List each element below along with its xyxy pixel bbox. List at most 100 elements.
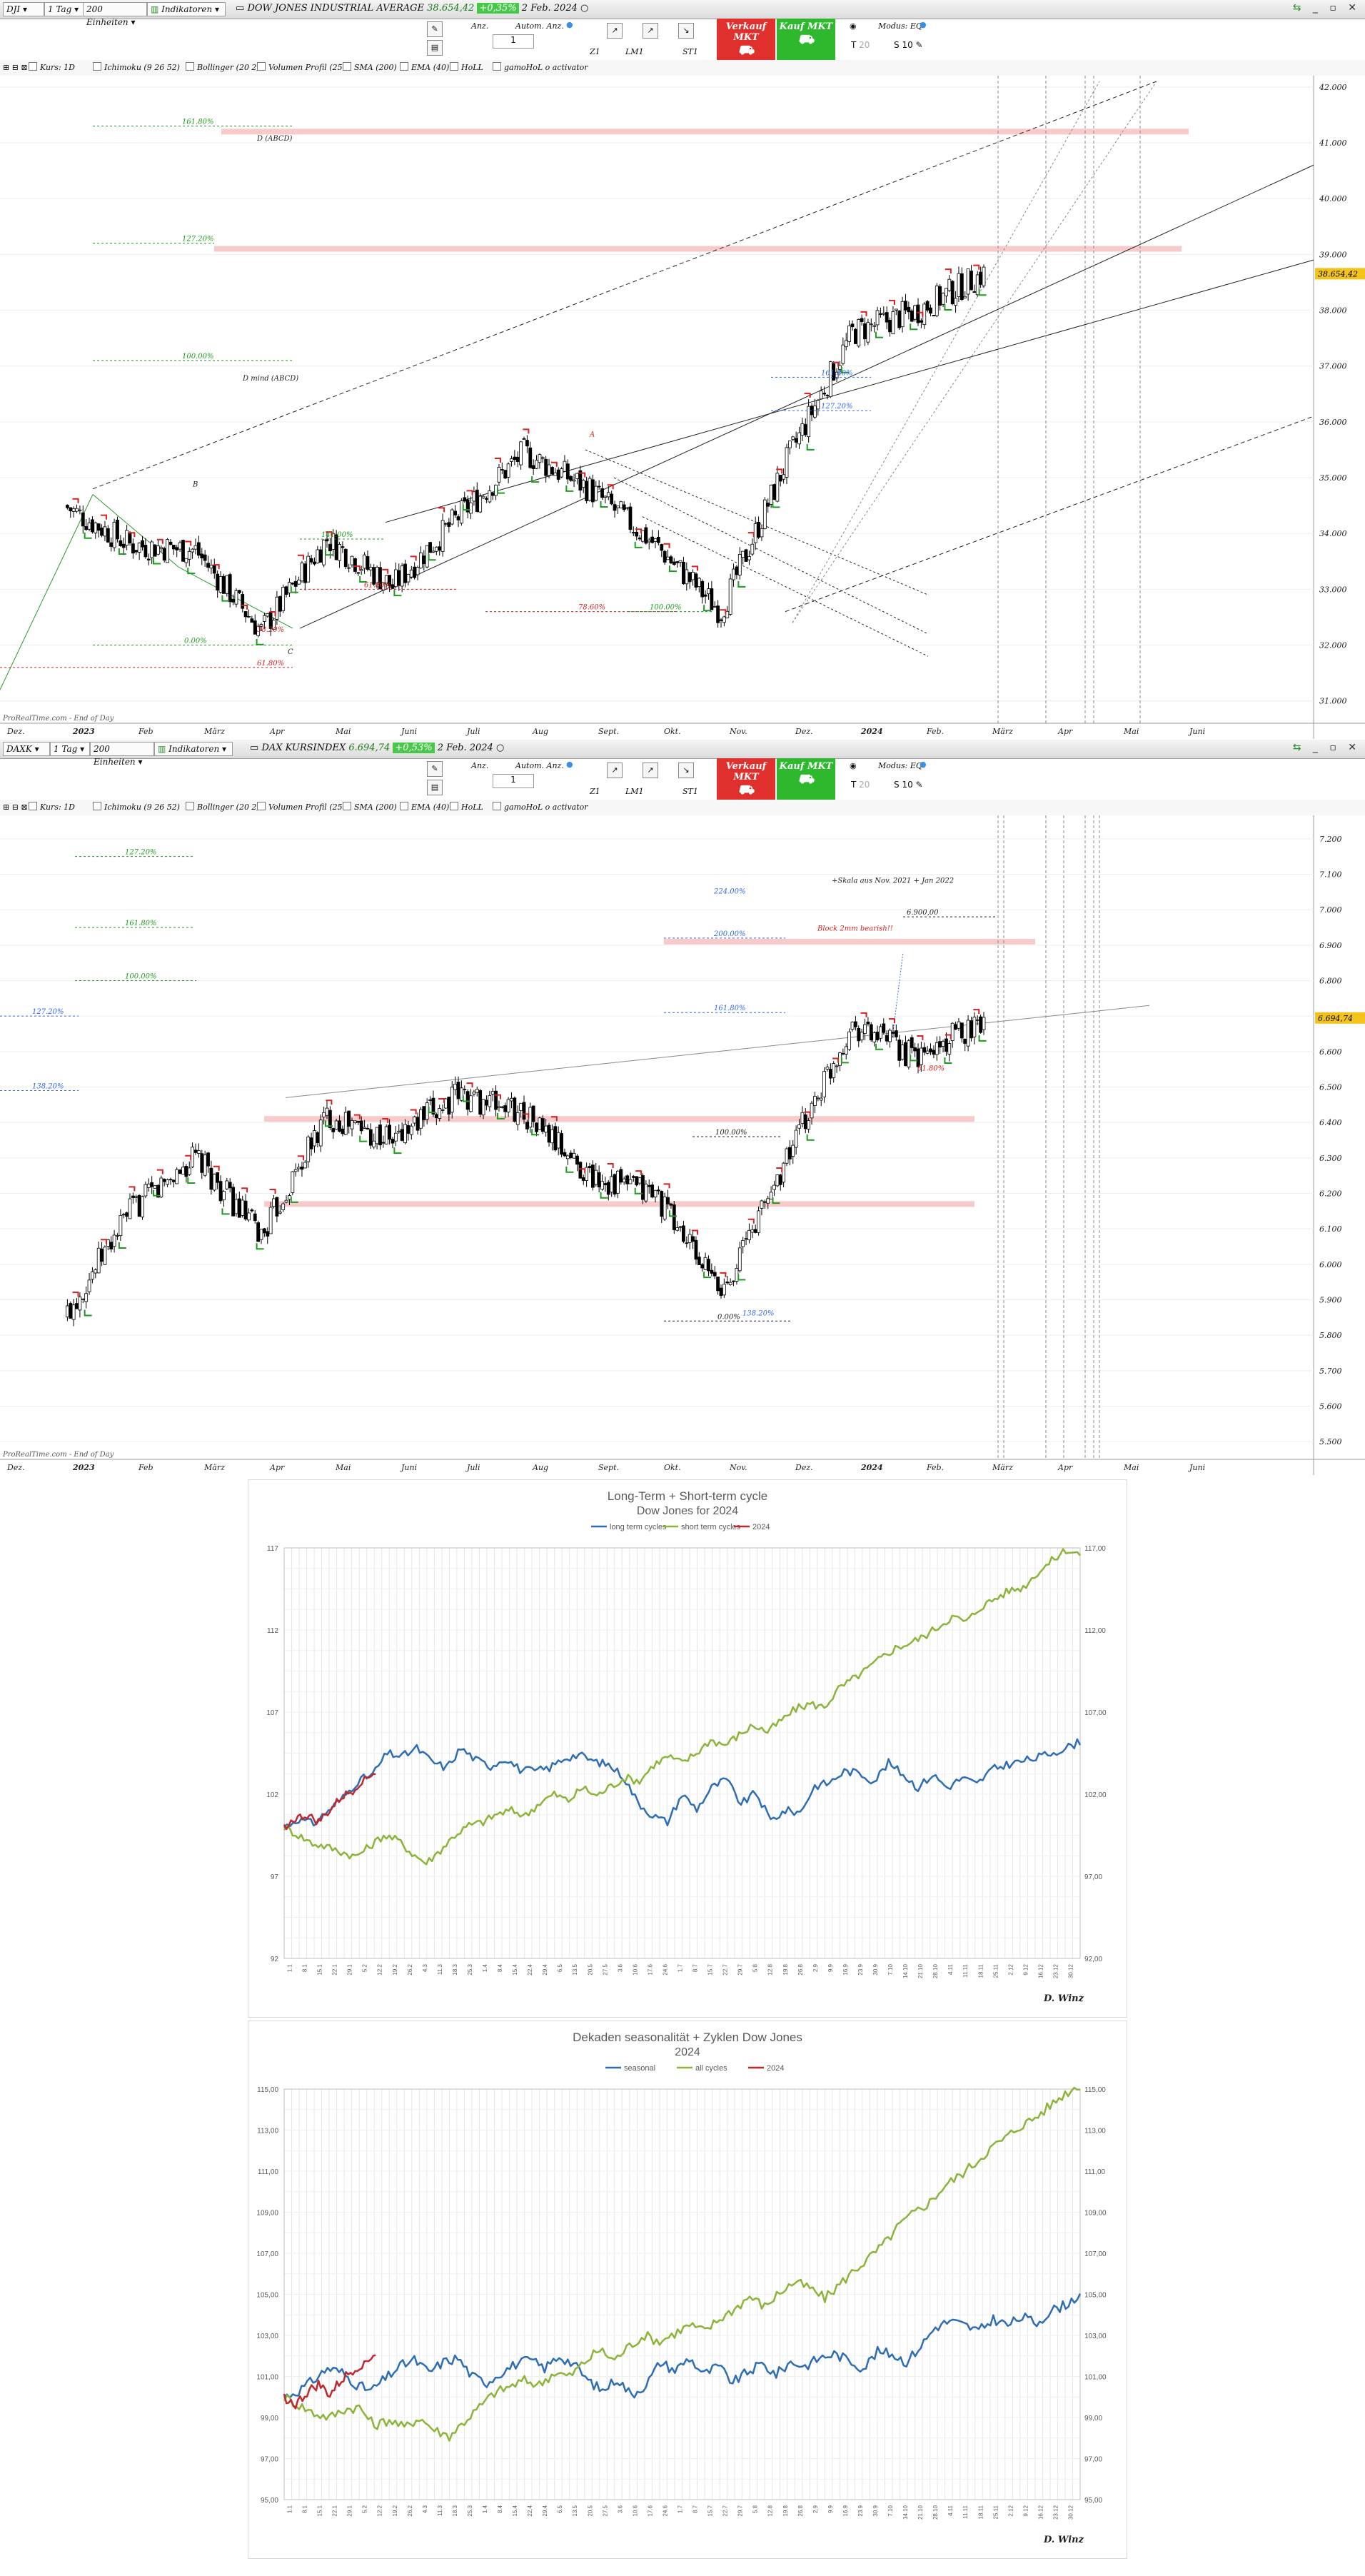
dow-candlestick-chart[interactable]: 31.000 32.000 33.000 34.000 35.000 36.000 37.0…	[0, 76, 1365, 739]
window-controls[interactable]: ⇆ _ ▫ ✕	[1293, 742, 1361, 753]
order-tool-2[interactable]: ↗	[643, 23, 658, 39]
checkbox-icon[interactable]	[186, 62, 194, 71]
checkbox-icon[interactable]	[343, 802, 351, 810]
indicator-toggle[interactable]: gamoHoL o activator	[493, 62, 588, 73]
swing-high-marker	[382, 1117, 389, 1123]
indicators-button[interactable]: ▥ Indikatoren ▾	[154, 742, 233, 756]
candle-body	[381, 582, 386, 591]
order-tool-2[interactable]: ↗	[643, 763, 658, 778]
interval-select[interactable]: 1 Tag ▾	[50, 742, 90, 756]
buy-market-button[interactable]: Kauf MKT ⛟	[777, 758, 835, 800]
mode-label[interactable]: Modus: EQ	[878, 761, 922, 770]
info-icon[interactable]: ▭	[236, 3, 245, 14]
order-tool-3[interactable]: ↘	[678, 763, 694, 778]
order-tool-1[interactable]: ↗	[607, 763, 623, 778]
globe-icon[interactable]: ●	[566, 760, 573, 769]
save-icon[interactable]: ▤	[427, 780, 443, 795]
checkbox-icon[interactable]	[186, 802, 194, 810]
pencil-icon[interactable]: ✎	[427, 761, 443, 777]
swing-high-marker	[888, 299, 895, 305]
y-left-tick: 103,00	[256, 2333, 278, 2340]
anz-input[interactable]: 1	[493, 774, 534, 788]
window-buttons[interactable]: _ ▫ ✕	[1312, 2, 1361, 14]
candle-body	[69, 507, 73, 512]
swing-low-marker	[187, 568, 196, 575]
candle-body	[159, 1177, 163, 1197]
checkbox-icon[interactable]	[257, 62, 266, 71]
checkbox-icon[interactable]	[257, 802, 266, 810]
candle-body	[581, 480, 585, 488]
dax-candlestick-chart[interactable]: 5.500 5.600 5.700 5.800 5.900 6.000 6.100 6.200…	[0, 815, 1365, 1475]
t-field[interactable]: T 20	[851, 780, 870, 790]
pencil-icon[interactable]: ✎	[427, 21, 443, 37]
sell-market-button[interactable]: Verkauf MKT ⛟	[717, 758, 775, 800]
t-field[interactable]: T 20	[851, 40, 870, 50]
x-tick-label: 22.7	[722, 2505, 729, 2516]
checkbox-icon[interactable]	[93, 62, 101, 71]
indicator-toggle[interactable]: Kurs: 1D	[29, 802, 75, 812]
candle-body	[225, 1180, 229, 1189]
indicator-toggle[interactable]: SMA (200)	[343, 802, 397, 812]
units-select[interactable]: 200 Einheiten ▾	[90, 742, 154, 767]
indicator-toggle[interactable]: gamoHoL o activator	[493, 802, 588, 812]
sell-market-button[interactable]: Verkauf MKT ⛟	[717, 19, 775, 60]
indicator-toggle[interactable]: EMA (40)	[400, 802, 449, 812]
checkbox-icon[interactable]	[400, 802, 408, 810]
radio-icon[interactable]: ◉	[850, 21, 857, 31]
window-controls[interactable]: ⇆ _ ▫ ✕	[1293, 2, 1361, 14]
panel-icons[interactable]: ⊞ ⊟ ⊠	[3, 63, 28, 72]
radio-icon[interactable]: ◉	[850, 761, 857, 770]
checkbox-icon[interactable]	[400, 62, 408, 71]
checkbox-icon[interactable]	[493, 802, 501, 810]
candle-body	[813, 406, 817, 418]
mode-label[interactable]: Modus: EQ	[878, 21, 922, 31]
checkbox-icon[interactable]	[493, 62, 501, 71]
indicator-toggle[interactable]: HoLL	[450, 62, 483, 73]
candle-body	[191, 548, 195, 553]
interval-select[interactable]: 1 Tag ▾	[44, 2, 84, 16]
indicator-toggle[interactable]: Bollinger (20 2)	[186, 62, 260, 73]
units-select[interactable]: 200 Einheiten ▾	[83, 2, 147, 27]
buy-market-button[interactable]: Kauf MKT ⛟	[777, 19, 835, 60]
window-buttons[interactable]: _ ▫ ✕	[1312, 742, 1361, 753]
s-field[interactable]: S 10 ✎	[894, 780, 923, 790]
indicator-toggle[interactable]: HoLL	[450, 802, 483, 812]
symbol-select[interactable]: DAXK ▾	[3, 742, 50, 756]
indicator-toggle[interactable]: Kurs: 1D	[29, 62, 75, 73]
indicator-toggle[interactable]: EMA (40)	[400, 62, 449, 73]
checkbox-icon[interactable]	[93, 802, 101, 810]
indicator-label: Volumen Profil (25	[268, 63, 343, 72]
candle-body	[575, 1155, 579, 1165]
save-icon[interactable]: ▤	[427, 40, 443, 56]
indicator-toggle[interactable]: Ichimoku (9 26 52)	[93, 802, 180, 812]
indicator-toggle[interactable]: Bollinger (20 2)	[186, 802, 260, 812]
swing-high-marker	[438, 1097, 445, 1103]
indicator-toggle[interactable]: Volumen Profil (25	[257, 802, 343, 812]
indicator-toggle[interactable]: Ichimoku (9 26 52)	[93, 62, 180, 73]
order-tool-3[interactable]: ↘	[678, 23, 694, 39]
y-tick-label: 34.000	[1319, 529, 1347, 538]
indicator-toggle[interactable]: Volumen Profil (25	[257, 62, 343, 73]
link-icon[interactable]: ⇆	[1292, 2, 1306, 14]
auto-label[interactable]: Autom. Anz.	[515, 761, 564, 770]
indicators-button[interactable]: ▥ Indikatoren ▾	[147, 2, 226, 16]
globe-icon[interactable]: ●	[920, 760, 927, 769]
indicator-toggle[interactable]: SMA (200)	[343, 62, 397, 73]
checkbox-icon[interactable]	[450, 802, 458, 810]
checkbox-icon[interactable]	[450, 62, 458, 71]
lm-label: LM1	[625, 47, 644, 56]
panel-icons[interactable]: ⊞ ⊟ ⊠	[3, 803, 28, 812]
symbol-select[interactable]: DJI ▾	[3, 2, 44, 16]
auto-label[interactable]: Autom. Anz.	[515, 21, 564, 31]
checkbox-icon[interactable]	[29, 802, 37, 810]
candle-body	[563, 461, 567, 472]
globe-icon[interactable]: ●	[566, 20, 573, 29]
info-icon[interactable]: ▭	[250, 743, 259, 753]
link-icon[interactable]: ⇆	[1292, 742, 1306, 753]
anz-input[interactable]: 1	[493, 34, 534, 49]
order-tool-1[interactable]: ↗	[607, 23, 623, 39]
globe-icon[interactable]: ●	[920, 20, 927, 29]
s-field[interactable]: S 10 ✎	[894, 40, 923, 50]
checkbox-icon[interactable]	[29, 62, 37, 71]
checkbox-icon[interactable]	[343, 62, 351, 71]
